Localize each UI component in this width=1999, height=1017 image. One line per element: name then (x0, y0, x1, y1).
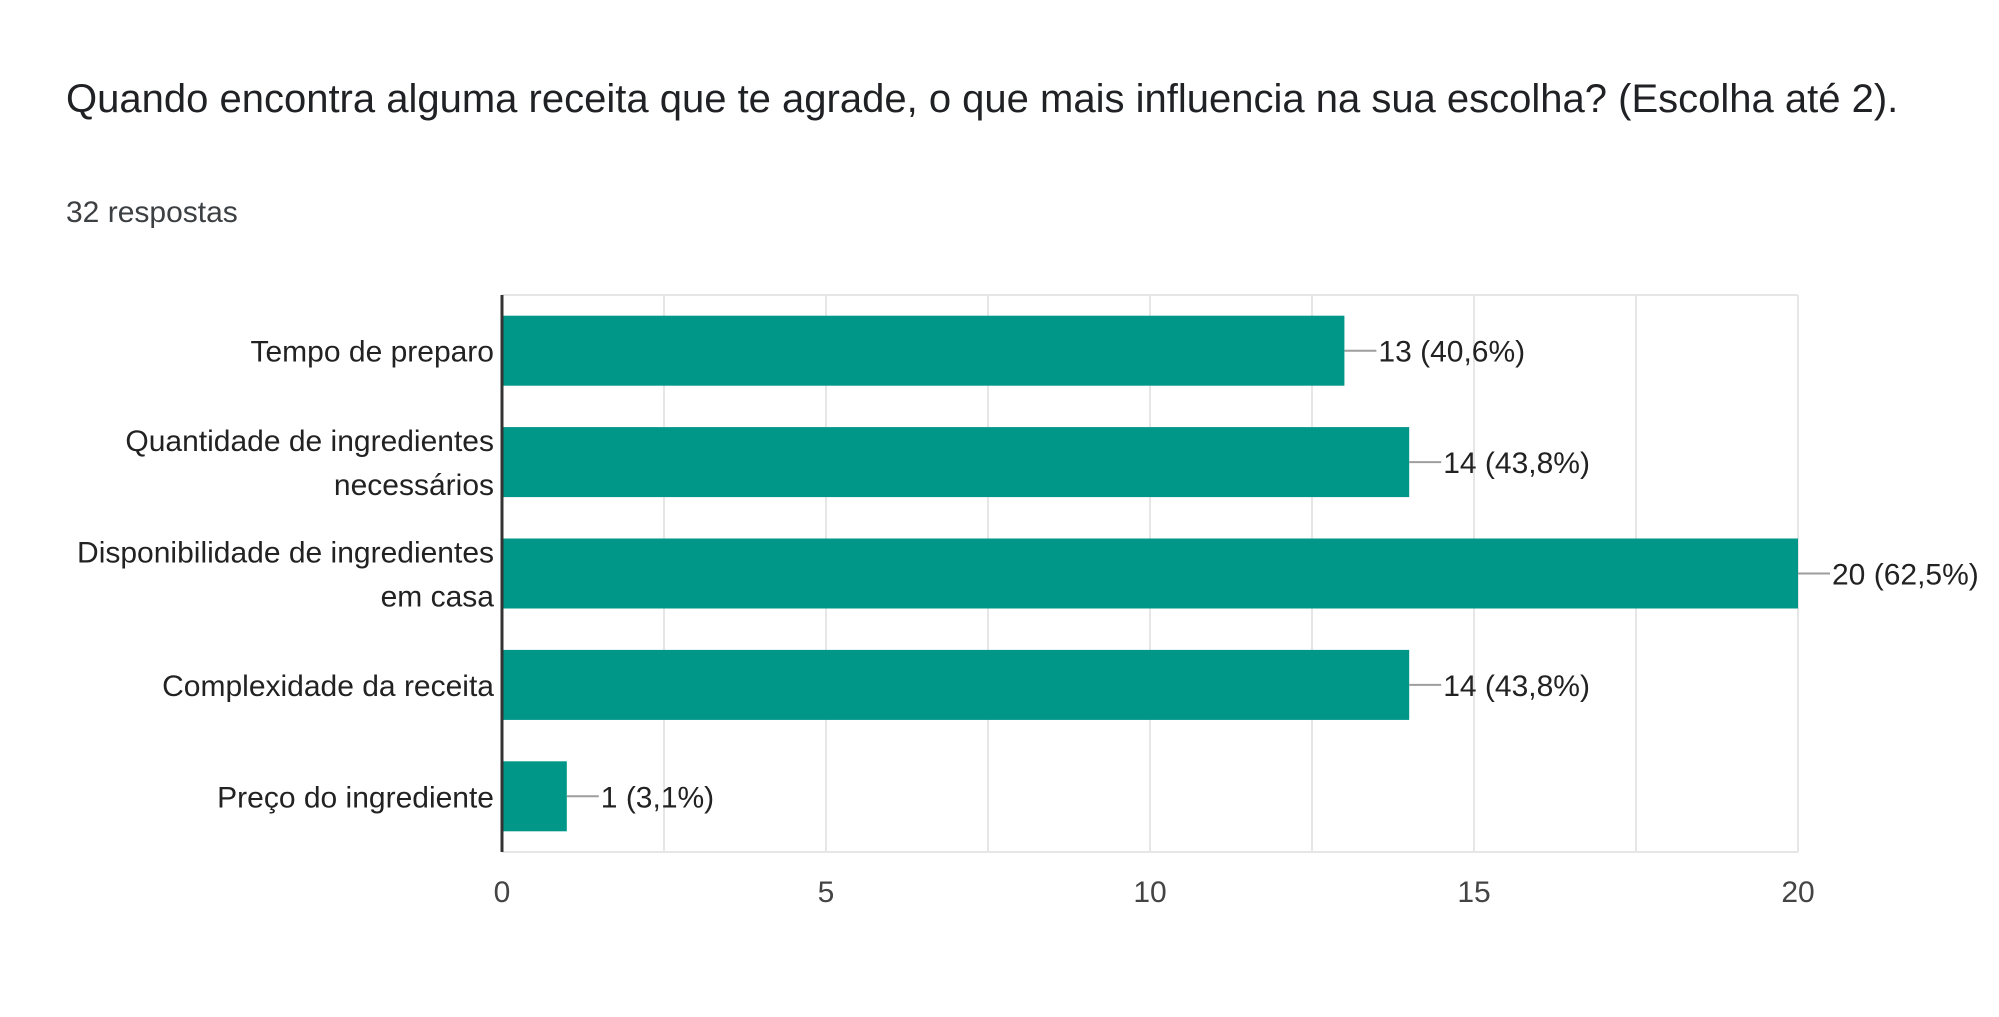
category-label: em casa (381, 581, 495, 614)
chart-title: Quando encontra alguma receita que te ag… (66, 77, 1899, 121)
category-label: Tempo de preparo (251, 336, 495, 369)
x-tick-label: 20 (1781, 876, 1814, 909)
x-tick-label: 5 (818, 876, 835, 909)
x-tick-label: 15 (1457, 876, 1490, 909)
bar (502, 649, 1410, 720)
data-label: 14 (43,8%) (1443, 670, 1590, 703)
data-label: 13 (40,6%) (1378, 336, 1525, 369)
category-label: Disponibilidade de ingredientes (77, 537, 494, 570)
x-tick-label: 0 (494, 876, 511, 909)
bar (502, 315, 1345, 386)
x-tick-label: 10 (1133, 876, 1166, 909)
category-label: Complexidade da receita (162, 670, 494, 703)
category-label: necessários (334, 469, 494, 502)
data-label: 14 (43,8%) (1443, 447, 1590, 480)
category-label: Quantidade de ingredientes (125, 425, 494, 458)
bar (502, 761, 567, 832)
data-label: 1 (3,1%) (601, 781, 714, 814)
bar (502, 538, 1798, 609)
response-count: 32 respostas (66, 196, 238, 229)
data-label: 20 (62,5%) (1832, 559, 1979, 592)
bars (502, 315, 1798, 832)
bar (502, 427, 1410, 498)
category-label: Preço do ingrediente (217, 781, 494, 814)
labels: 0 5 10 15 20 13 (40,6%) Tempo de preparo 14 (43… (77, 295, 1979, 909)
